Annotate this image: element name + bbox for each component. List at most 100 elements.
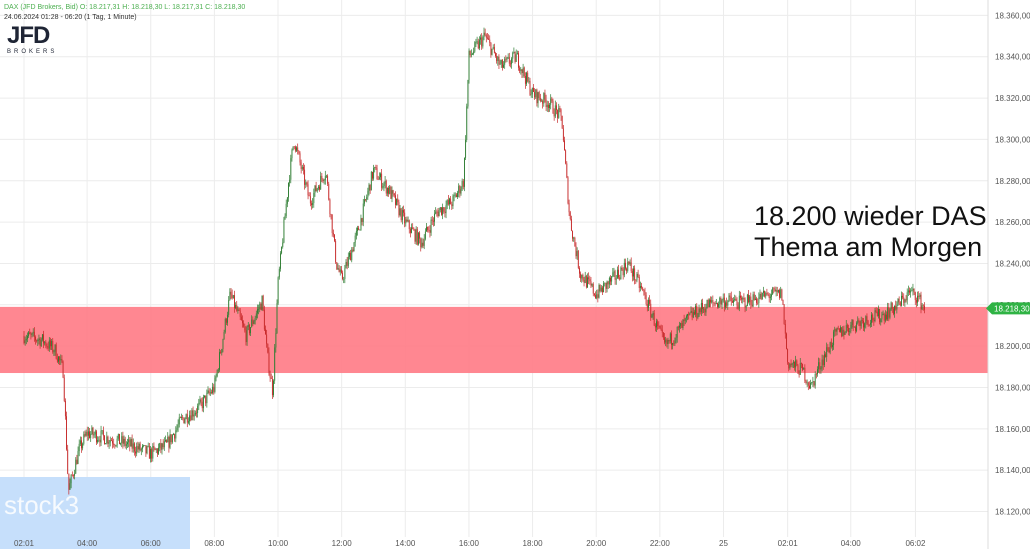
candle-body xyxy=(692,311,694,318)
candle-body xyxy=(307,184,309,196)
candle-body xyxy=(622,269,624,276)
candle-body xyxy=(329,199,331,214)
candle-body xyxy=(377,179,379,180)
candle-body xyxy=(212,386,214,393)
candle-body xyxy=(603,283,605,293)
candle-body xyxy=(52,341,54,352)
candle-body xyxy=(60,359,62,361)
candle-body xyxy=(298,151,300,154)
candle-body xyxy=(769,296,771,299)
candle-body xyxy=(717,302,718,308)
candle-body xyxy=(434,213,435,222)
candle-body xyxy=(56,358,58,362)
candle-body xyxy=(133,443,135,452)
candle-body xyxy=(31,333,33,335)
candle-body xyxy=(385,180,387,194)
candle-body xyxy=(454,194,456,196)
candle-body xyxy=(883,313,885,321)
candle-body xyxy=(907,290,909,293)
candle-body xyxy=(368,184,370,192)
candle-body xyxy=(278,268,280,278)
candle-body xyxy=(748,294,749,303)
candle-body xyxy=(887,307,889,320)
candle-body xyxy=(608,277,610,285)
candle-body xyxy=(596,294,598,299)
candle-body xyxy=(589,279,591,282)
candle-body xyxy=(346,261,348,266)
candle-body xyxy=(316,188,318,192)
candle-body xyxy=(643,289,645,292)
candle-body xyxy=(183,417,185,424)
candle-body xyxy=(488,38,490,40)
candle-body xyxy=(863,320,864,328)
candle-body xyxy=(395,195,396,205)
candle-body xyxy=(392,190,394,194)
candle-body xyxy=(162,443,164,448)
candle-body xyxy=(495,53,496,57)
candle-body xyxy=(651,315,653,318)
candle-body xyxy=(559,108,561,110)
candle-body xyxy=(188,421,189,423)
candle-body xyxy=(303,166,304,170)
candle-body xyxy=(861,319,863,321)
candle-body xyxy=(144,445,146,446)
candle-body xyxy=(539,97,541,101)
candle-body xyxy=(649,299,651,304)
candle-body xyxy=(639,286,641,288)
candle-body xyxy=(464,157,465,187)
candle-body xyxy=(138,443,140,450)
candle-body xyxy=(879,309,881,323)
candle-body xyxy=(851,319,853,325)
candle-body xyxy=(840,327,841,332)
candle-body xyxy=(697,316,699,318)
candle-body xyxy=(155,449,157,450)
candle-body xyxy=(572,230,573,239)
candle-body xyxy=(122,436,124,444)
candle-body xyxy=(875,310,877,312)
candle-body xyxy=(834,329,836,332)
candle-body xyxy=(110,440,112,441)
candle-body xyxy=(455,194,457,198)
candle-body xyxy=(508,57,510,64)
candle-body xyxy=(327,175,329,184)
candle-body xyxy=(895,305,897,310)
candle-body xyxy=(200,399,202,402)
candle-body xyxy=(689,312,691,315)
candle-body xyxy=(914,292,916,301)
candle-body xyxy=(43,334,44,344)
candle-body xyxy=(68,473,70,490)
candle-body xyxy=(542,100,544,104)
candle-body xyxy=(593,293,595,296)
candle-body xyxy=(308,195,310,197)
candle-body xyxy=(326,175,327,177)
candle-body xyxy=(706,299,708,309)
candle-body xyxy=(550,98,552,105)
candle-body xyxy=(667,340,669,345)
candle-body xyxy=(871,314,872,323)
candle-body xyxy=(58,356,59,362)
candle-body xyxy=(306,182,308,185)
candle-body xyxy=(408,220,410,230)
candle-body xyxy=(474,42,476,52)
candle-body xyxy=(355,230,357,236)
candle-body xyxy=(124,438,126,446)
candle-body xyxy=(553,113,555,117)
candle-body xyxy=(347,256,349,266)
candle-body xyxy=(850,324,852,332)
candle-body xyxy=(844,332,846,335)
candle-body xyxy=(876,311,878,317)
candle-body xyxy=(595,295,596,299)
candle-body xyxy=(259,303,261,309)
candle-body xyxy=(905,299,907,301)
candle-body xyxy=(102,430,104,436)
candle-body xyxy=(382,186,384,188)
candle-body xyxy=(261,295,263,310)
x-axis-ticks: 02:01 04:00 06:00 08:00 10:00 12:00 14:00 16:00… xyxy=(14,539,926,548)
candle-body xyxy=(375,167,377,169)
candle-body xyxy=(189,415,191,422)
candle-body xyxy=(813,381,815,386)
candle-body xyxy=(266,334,268,344)
candle-body xyxy=(919,294,921,297)
candle-body xyxy=(343,278,345,280)
candle-body xyxy=(703,308,705,310)
